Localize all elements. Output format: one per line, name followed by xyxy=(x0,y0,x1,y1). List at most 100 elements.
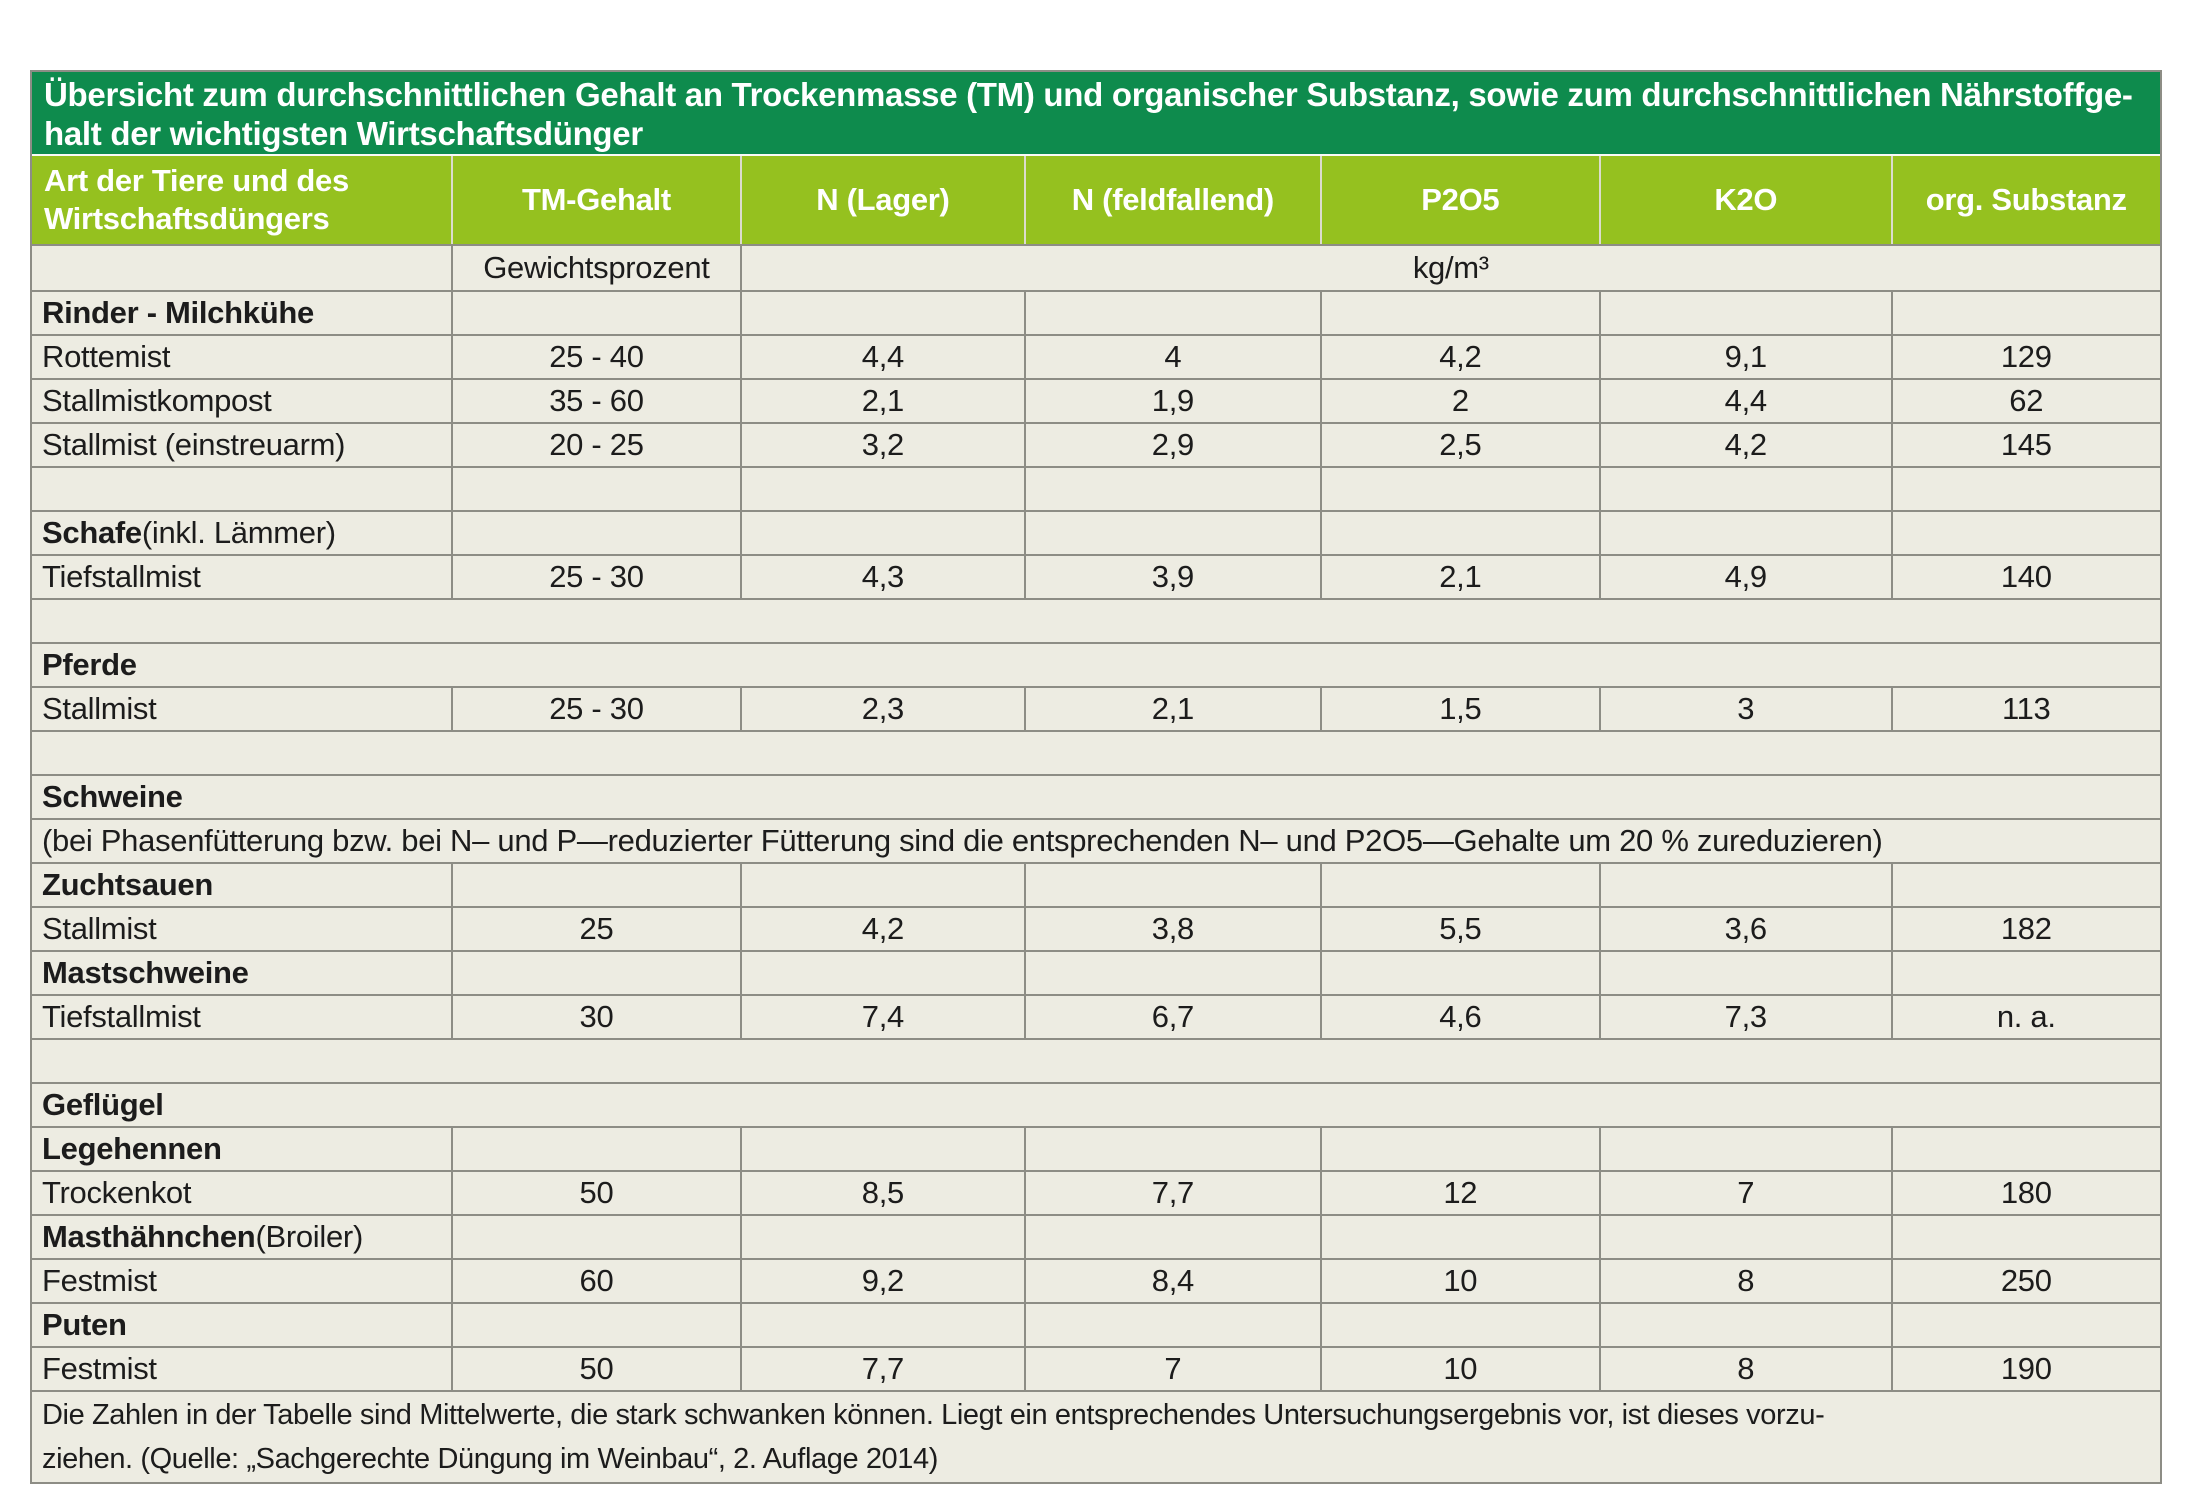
cell-value: 2,1 xyxy=(1322,556,1602,598)
cell-value: 4,9 xyxy=(1601,556,1893,598)
cell-value xyxy=(742,1128,1027,1170)
section-row: Geflügel xyxy=(32,1084,2160,1128)
cell-value: 5,5 xyxy=(1322,908,1602,950)
section-row: Rinder - Milchkühe xyxy=(32,292,2160,336)
cell-value: 7,7 xyxy=(1026,1172,1322,1214)
cell-value xyxy=(1601,1128,1893,1170)
cell-value: 8,4 xyxy=(1026,1260,1322,1302)
cell-value: 9,2 xyxy=(742,1260,1027,1302)
table-title-line2: halt der wichtigsten Wirtschaftsdünger xyxy=(44,115,643,152)
cell-value xyxy=(1322,864,1602,906)
data-row: Stallmist (einstreuarm) 20 - 25 3,2 2,9 2,5 4… xyxy=(32,424,2160,468)
data-row: Festmist 60 9,2 8,4 10 8 250 xyxy=(32,1260,2160,1304)
cell-value xyxy=(1893,1304,2160,1346)
cell-value xyxy=(1322,1216,1602,1258)
table-title-line1: Übersicht zum durchschnittlichen Gehalt … xyxy=(44,76,2133,113)
column-header-n-feldfallend: N (feldfallend) xyxy=(1026,156,1322,244)
spacer-cell xyxy=(32,1040,2160,1082)
data-row: Tiefstallmist 25 - 30 4,3 3,9 2,1 4,9 140 xyxy=(32,556,2160,600)
cell-value: 35 - 60 xyxy=(453,380,742,422)
cell-value xyxy=(453,468,742,510)
cell-value xyxy=(1026,1304,1322,1346)
cell-value xyxy=(453,864,742,906)
footer-note-line2: ziehen. (Quelle: „Sachgerechte Düngung i… xyxy=(42,1443,939,1475)
cell-value: 10 xyxy=(1322,1348,1602,1390)
section-label: Puten xyxy=(32,1304,454,1346)
cell-value xyxy=(742,512,1027,554)
table-title: Übersicht zum durchschnittlichen Gehalt … xyxy=(32,72,2160,156)
data-row: Festmist 50 7,7 7 10 8 190 xyxy=(32,1348,2160,1392)
cell-value: 4,2 xyxy=(742,908,1027,950)
row-label: Trockenkot xyxy=(32,1172,454,1214)
cell-value: 4,6 xyxy=(1322,996,1602,1038)
cell-value xyxy=(1026,468,1322,510)
column-header-org-substanz: org. Substanz xyxy=(1925,182,2127,217)
data-row: Trockenkot 50 8,5 7,7 12 7 180 xyxy=(32,1172,2160,1216)
section-label: Legehennen xyxy=(32,1128,454,1170)
cell-value: 50 xyxy=(453,1172,742,1214)
section-label: Schweine xyxy=(42,779,183,814)
row-label: Stallmistkompost xyxy=(32,380,454,422)
cell-value: 3 xyxy=(1601,688,1893,730)
section-label-suffix: (Broiler) xyxy=(255,1219,363,1254)
spacer-row xyxy=(32,600,2160,644)
cell-value: 250 xyxy=(2000,1263,2052,1298)
cell-value: 7,4 xyxy=(742,996,1027,1038)
cell-value: 7,7 xyxy=(742,1348,1027,1390)
units-kg-per-m3: kg/m³ xyxy=(1412,250,1489,285)
cell-value: 4,2 xyxy=(1322,336,1602,378)
row-label: Rottemist xyxy=(32,336,454,378)
column-header-tm-gehalt: TM-Gehalt xyxy=(453,156,742,244)
data-row: Rottemist 25 - 40 4,4 4 4,2 9,1 129 xyxy=(32,336,2160,380)
footer-note-line1: Die Zahlen in der Tabelle sind Mittelwer… xyxy=(42,1399,1825,1431)
cell-value xyxy=(1893,864,2160,906)
cell-value: 3,6 xyxy=(1601,908,1893,950)
units-weight-percent: Gewichtsprozent xyxy=(453,246,742,290)
cell-value xyxy=(1026,1128,1322,1170)
row-label xyxy=(32,468,454,510)
cell-value xyxy=(742,952,1027,994)
cell-value xyxy=(1322,292,1602,334)
cell-value xyxy=(1893,1128,2160,1170)
column-header-label: Art der Tiere und des Wirtschaftsdüngers xyxy=(44,163,349,236)
cell-value xyxy=(1601,292,1893,334)
cell-value xyxy=(1601,1304,1893,1346)
cell-value: 12 xyxy=(1322,1172,1602,1214)
cell-value: 7 xyxy=(1601,1172,1893,1214)
cell-value xyxy=(1026,1216,1322,1258)
cell-value: 2,5 xyxy=(1322,424,1602,466)
cell-value: 2,1 xyxy=(1026,688,1322,730)
cell-value: 60 xyxy=(453,1260,742,1302)
cell-value xyxy=(453,1216,742,1258)
cell-value xyxy=(1601,864,1893,906)
cell-value: 20 - 25 xyxy=(453,424,742,466)
cell-value: 190 xyxy=(2000,1351,2052,1386)
cell-value: n. a. xyxy=(1996,999,2056,1034)
note-row: (bei Phasenfütterung bzw. bei N– und P—r… xyxy=(32,820,2160,864)
data-row: Tiefstallmist 30 7,4 6,7 4,6 7,3 n. a. xyxy=(32,996,2160,1040)
cell-value: 2 xyxy=(1322,380,1602,422)
cell-value: 4,4 xyxy=(1601,380,1893,422)
cell-value xyxy=(1322,512,1602,554)
cell-value xyxy=(1322,1304,1602,1346)
cell-value: 145 xyxy=(2000,427,2052,462)
section-row: Masthähnchen (Broiler) xyxy=(32,1216,2160,1260)
cell-value xyxy=(1322,1128,1602,1170)
cell-value: 7,3 xyxy=(1601,996,1893,1038)
cell-value: 25 - 30 xyxy=(453,688,742,730)
cell-value: 4 xyxy=(1026,336,1322,378)
section-row: Legehennen xyxy=(32,1128,2160,1172)
cell-value xyxy=(453,1304,742,1346)
cell-value: 62 xyxy=(2009,383,2044,418)
cell-value: 10 xyxy=(1322,1260,1602,1302)
cell-value: 50 xyxy=(453,1348,742,1390)
section-row: Pferde xyxy=(32,644,2160,688)
cell-value xyxy=(1322,468,1602,510)
section-row: Zuchtsauen xyxy=(32,864,2160,908)
row-label: Festmist xyxy=(32,1348,454,1390)
section-label: Mastschweine xyxy=(32,952,454,994)
data-row: Stallmist 25 - 30 2,3 2,1 1,5 3 113 xyxy=(32,688,2160,732)
section-label: Schafe (inkl. Lämmer) xyxy=(32,512,454,554)
cell-value: 2,9 xyxy=(1026,424,1322,466)
section-label-suffix: (inkl. Lämmer) xyxy=(141,515,336,550)
